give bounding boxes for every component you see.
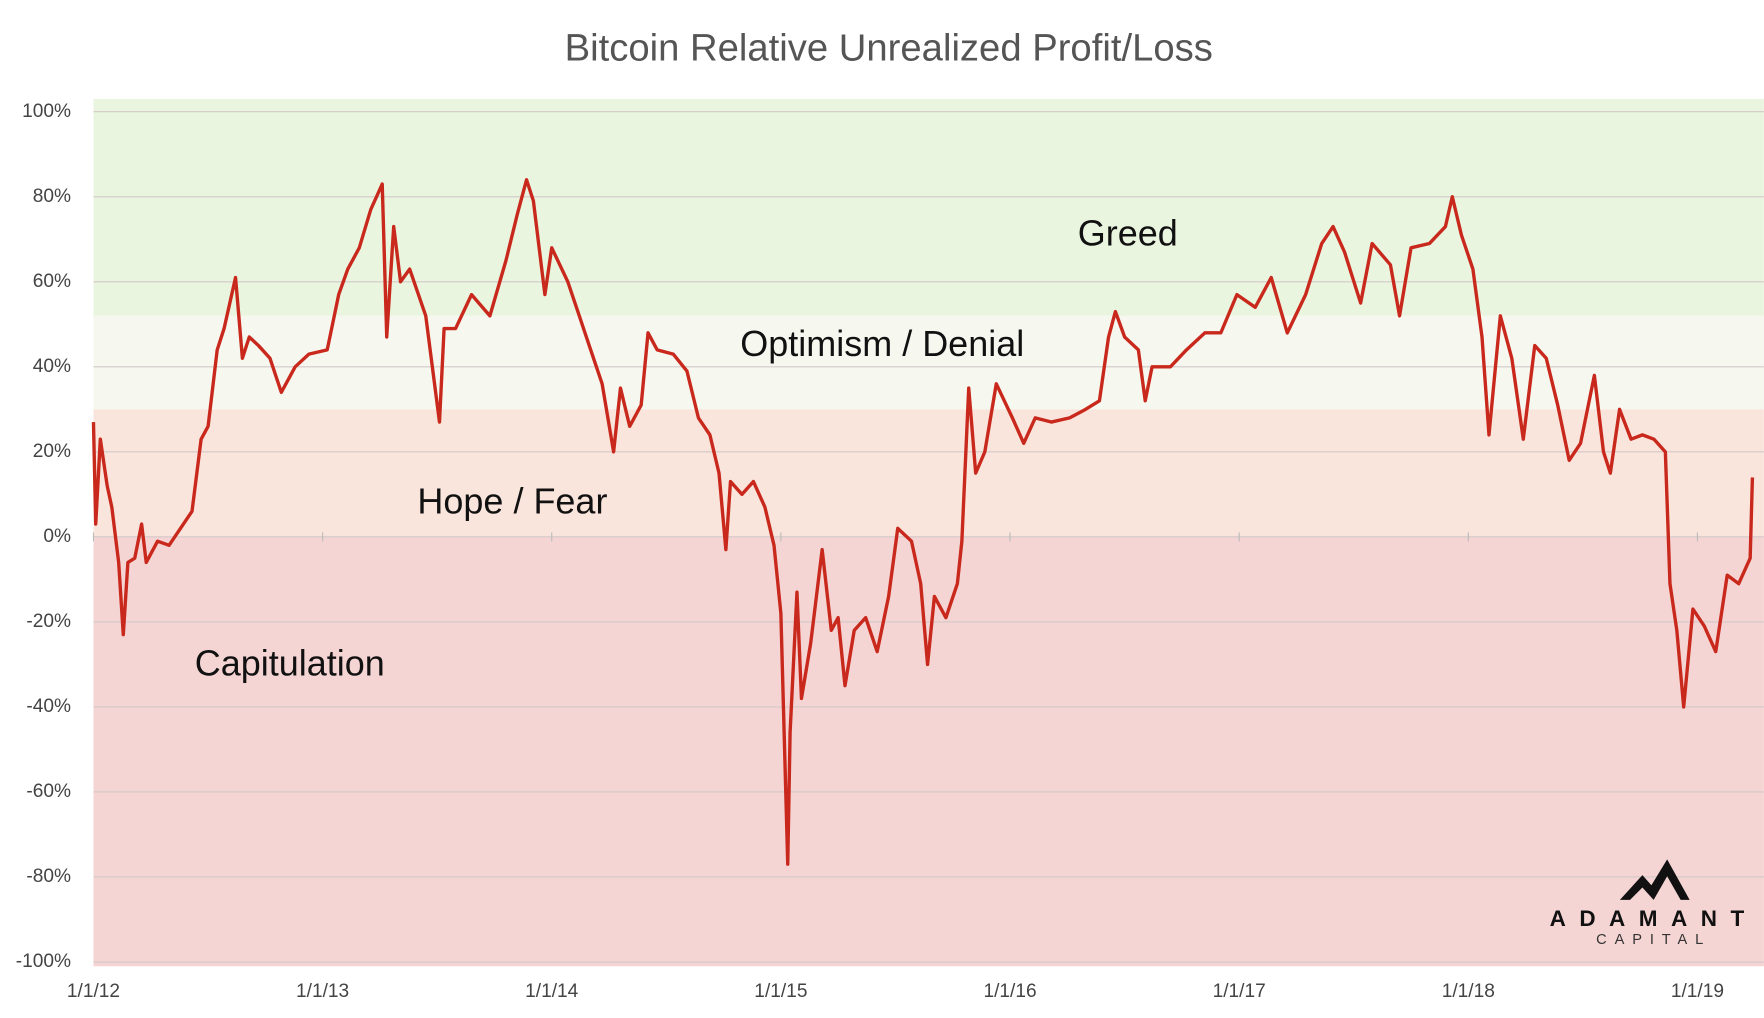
y-tick-label: -20% <box>26 611 71 632</box>
zone-label: Greed <box>1078 213 1178 254</box>
logo-name: ADAMANT <box>1550 906 1758 931</box>
y-tick-label: -80% <box>26 866 71 887</box>
x-tick-label: 1/1/15 <box>754 981 807 1002</box>
x-tick-label: 1/1/12 <box>67 981 120 1002</box>
x-tick-label: 1/1/14 <box>525 981 579 1002</box>
y-tick-label: -100% <box>16 951 71 972</box>
y-tick-label: 100% <box>22 101 71 122</box>
y-tick-label: 60% <box>33 271 71 292</box>
zone-label: Capitulation <box>195 642 385 683</box>
chart-title: Bitcoin Relative Unrealized Profit/Loss <box>565 27 1213 70</box>
y-tick-label: 80% <box>33 186 71 207</box>
x-tick-label: 1/1/16 <box>983 981 1036 1002</box>
zone-band <box>93 409 1764 537</box>
y-tick-label: 40% <box>33 356 71 377</box>
y-tick-label: 0% <box>43 526 71 547</box>
x-tick-label: 1/1/13 <box>296 981 349 1002</box>
logo-subtitle: CAPITAL <box>1596 932 1711 948</box>
x-tick-label: 1/1/19 <box>1671 981 1724 1002</box>
y-tick-label: 20% <box>33 441 71 462</box>
zone-label: Optimism / Denial <box>740 323 1024 364</box>
data-line <box>91 178 1755 866</box>
y-tick-label: -40% <box>26 696 71 717</box>
y-tick-label: -60% <box>26 781 71 802</box>
zone-label: Hope / Fear <box>417 480 607 521</box>
zone-band <box>93 536 1764 967</box>
x-tick-label: 1/1/18 <box>1442 981 1495 1002</box>
x-tick-label: 1/1/17 <box>1213 981 1266 1002</box>
logo-mark <box>1619 859 1690 900</box>
